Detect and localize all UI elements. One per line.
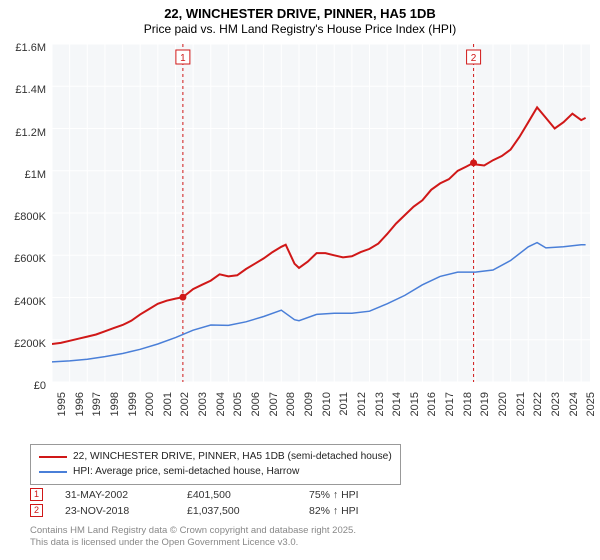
x-tick-label: 2008 <box>285 392 297 416</box>
data-point-date: 31-MAY-2002 <box>65 489 165 501</box>
x-tick-label: 2009 <box>303 392 315 416</box>
plot-area: 12 <box>52 44 590 382</box>
x-tick-label: 2006 <box>250 392 262 416</box>
chart-titles: 22, WINCHESTER DRIVE, PINNER, HA5 1DB Pr… <box>0 0 600 38</box>
x-tick-label: 1998 <box>109 392 121 416</box>
x-tick-label: 2018 <box>462 392 474 416</box>
x-tick-label: 2001 <box>162 392 174 416</box>
y-tick-label: £1.2M <box>15 127 46 139</box>
legend-swatch <box>39 456 67 458</box>
y-tick-label: £200K <box>14 338 46 350</box>
x-tick-label: 2013 <box>374 392 386 416</box>
x-tick-label: 1997 <box>91 392 103 416</box>
title-line1: 22, WINCHESTER DRIVE, PINNER, HA5 1DB <box>0 6 600 21</box>
svg-text:2: 2 <box>471 53 477 64</box>
data-point-rows: 1 31-MAY-2002 £401,500 75% ↑ HPI 2 23-NOV-201… <box>30 488 399 520</box>
x-tick-label: 2011 <box>338 392 350 416</box>
x-tick-label: 2004 <box>215 392 227 416</box>
y-tick-label: £1.6M <box>15 42 46 54</box>
x-tick-label: 1999 <box>127 392 139 416</box>
x-tick-label: 2022 <box>532 392 544 416</box>
y-tick-label: £400K <box>14 296 46 308</box>
marker-badge: 1 <box>30 488 43 501</box>
footer-attribution: Contains HM Land Registry data © Crown c… <box>30 525 356 550</box>
legend-item: HPI: Average price, semi-detached house,… <box>39 464 392 479</box>
legend-item: 22, WINCHESTER DRIVE, PINNER, HA5 1DB (s… <box>39 449 392 464</box>
x-tick-label: 2025 <box>585 392 597 416</box>
svg-text:1: 1 <box>180 53 186 64</box>
legend-label: HPI: Average price, semi-detached house,… <box>73 464 299 479</box>
y-tick-label: £1M <box>25 169 46 181</box>
x-tick-label: 2016 <box>426 392 438 416</box>
x-tick-label: 2014 <box>391 392 403 416</box>
x-tick-label: 2015 <box>409 392 421 416</box>
y-tick-label: £1.4M <box>15 84 46 96</box>
x-tick-label: 2005 <box>232 392 244 416</box>
title-line2: Price paid vs. HM Land Registry's House … <box>0 22 600 36</box>
x-tick-label: 2012 <box>356 392 368 416</box>
series-hpi <box>52 243 586 362</box>
data-point-date: 23-NOV-2018 <box>65 505 165 517</box>
footer-line1: Contains HM Land Registry data © Crown c… <box>30 525 356 537</box>
y-axis-labels: £0£200K£400K£600K£800K£1M£1.2M£1.4M£1.6M <box>0 48 50 386</box>
x-tick-label: 1995 <box>56 392 68 416</box>
y-tick-label: £800K <box>14 211 46 223</box>
data-point-price: £1,037,500 <box>187 505 287 517</box>
data-point-row: 2 23-NOV-2018 £1,037,500 82% ↑ HPI <box>30 504 399 517</box>
x-tick-label: 2003 <box>197 392 209 416</box>
x-tick-label: 2002 <box>179 392 191 416</box>
legend-label: 22, WINCHESTER DRIVE, PINNER, HA5 1DB (s… <box>73 449 392 464</box>
x-tick-label: 1996 <box>74 392 86 416</box>
data-point-hpi: 75% ↑ HPI <box>309 489 399 501</box>
x-tick-label: 2019 <box>479 392 491 416</box>
legend-swatch <box>39 471 67 473</box>
legend: 22, WINCHESTER DRIVE, PINNER, HA5 1DB (s… <box>30 444 401 485</box>
x-tick-label: 2010 <box>321 392 333 416</box>
marker-badge: 2 <box>30 504 43 517</box>
y-tick-label: £600K <box>14 253 46 265</box>
data-point-row: 1 31-MAY-2002 £401,500 75% ↑ HPI <box>30 488 399 501</box>
data-point-hpi: 82% ↑ HPI <box>309 505 399 517</box>
chart-svg: 12 <box>52 44 590 382</box>
x-axis-labels: 1995 1996 1997 1998 1999 2000 2001 2002 2003 2004… <box>52 390 590 444</box>
footer-line2: This data is licensed under the Open Gov… <box>30 537 356 549</box>
x-tick-label: 2020 <box>497 392 509 416</box>
x-tick-label: 2024 <box>568 392 580 416</box>
x-tick-label: 2023 <box>550 392 562 416</box>
series-price_paid <box>52 107 586 344</box>
x-tick-label: 2017 <box>444 392 456 416</box>
x-tick-label: 2021 <box>515 392 527 416</box>
x-tick-label: 2007 <box>268 392 280 416</box>
y-tick-label: £0 <box>34 380 46 392</box>
x-tick-label: 2000 <box>144 392 156 416</box>
chart-container: 22, WINCHESTER DRIVE, PINNER, HA5 1DB Pr… <box>0 0 600 560</box>
data-point-price: £401,500 <box>187 489 287 501</box>
